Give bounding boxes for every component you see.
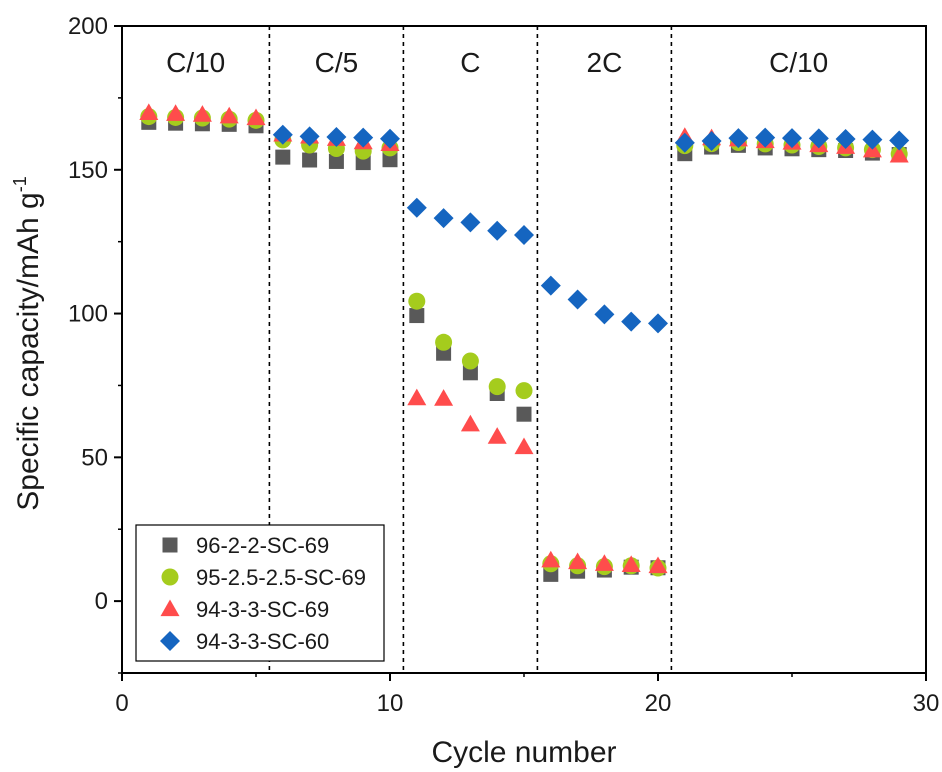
data-point-diamond <box>514 225 534 246</box>
data-point-triangle <box>621 555 641 573</box>
legend-marker-circle <box>161 568 179 586</box>
data-point-diamond <box>701 131 722 152</box>
legend-label: 95-2.5-2.5-SC-69 <box>196 565 366 590</box>
data-point-square <box>355 155 371 171</box>
axis-ticks: 0 10 20 30 0 50 100 150 200 <box>68 13 939 717</box>
series-4 <box>272 124 910 334</box>
series-2 <box>140 108 908 577</box>
legend-item: 96-2-2-SC-69 <box>162 533 329 558</box>
data-point-square <box>302 152 318 168</box>
data-point-diamond <box>889 130 910 151</box>
data-point-square <box>516 406 532 422</box>
y-axis-label: Specific capacity/mAh g-1 <box>10 176 45 511</box>
data-point-triangle <box>514 437 534 455</box>
data-point-square <box>409 308 425 324</box>
y-tick-label: 0 <box>95 588 108 615</box>
data-point-triangle <box>648 556 668 574</box>
data-point-diamond <box>808 128 829 149</box>
data-point-diamond <box>353 127 374 148</box>
data-point-triangle <box>407 388 427 406</box>
data-point-triangle <box>192 105 212 122</box>
data-point-circle <box>461 352 479 370</box>
region-labels: C/10 C/5 C 2C C/10 <box>166 47 828 78</box>
legend-marker-diamond <box>160 631 180 651</box>
data-point-square <box>328 153 344 169</box>
data-point-diamond <box>460 212 481 233</box>
data-point-diamond <box>782 128 802 149</box>
data-point-triangle <box>139 103 159 120</box>
legend-item: 94-3-3-SC-69 <box>160 597 329 622</box>
series-1 <box>141 114 907 582</box>
data-point-square <box>462 365 478 381</box>
data-points <box>139 103 910 582</box>
data-point-diamond <box>272 124 293 145</box>
data-point-circle <box>488 378 506 396</box>
legend: 96-2-2-SC-69 95-2.5-2.5-SC-69 94-3-3-SC-69… <box>135 524 385 662</box>
y-axis-label-text: Specific capacity/mAh g <box>12 192 45 510</box>
legend-label: 94-3-3-SC-69 <box>196 597 329 622</box>
data-point-square <box>382 152 398 168</box>
data-point-triangle <box>487 427 507 444</box>
legend-item: 95-2.5-2.5-SC-69 <box>161 565 366 590</box>
data-point-triangle <box>541 550 561 568</box>
legend-label: 94-3-3-SC-60 <box>196 629 329 654</box>
data-point-diamond <box>406 197 427 218</box>
data-point-diamond <box>648 313 668 334</box>
legend-marker-square <box>162 537 178 553</box>
data-point-diamond <box>540 275 561 296</box>
x-tick-label: 0 <box>115 690 128 717</box>
data-point-diamond <box>380 128 400 149</box>
data-point-triangle <box>460 414 480 432</box>
region-label: C <box>460 47 480 78</box>
series-3 <box>139 103 909 574</box>
data-point-diamond <box>594 304 615 325</box>
data-point-square <box>275 149 291 165</box>
legend-marker-triangle <box>160 599 180 617</box>
data-point-diamond <box>299 126 320 147</box>
y-tick-label: 200 <box>68 13 108 40</box>
y-tick-label: 150 <box>68 157 108 184</box>
data-point-diamond <box>621 311 642 332</box>
legend-label: 96-2-2-SC-69 <box>196 533 329 558</box>
y-tick-label: 50 <box>81 444 108 471</box>
x-tick-label: 10 <box>377 690 404 717</box>
data-point-diamond <box>487 220 508 241</box>
region-label: C/10 <box>166 47 225 78</box>
data-point-diamond <box>326 126 347 147</box>
x-axis-label: Cycle number <box>431 736 616 769</box>
data-point-triangle <box>219 106 239 124</box>
data-point-triangle <box>568 552 588 570</box>
data-point-circle <box>515 382 533 400</box>
data-point-triangle <box>246 108 266 126</box>
data-point-diamond <box>728 128 749 149</box>
data-point-diamond <box>567 289 588 310</box>
data-point-circle <box>408 292 426 310</box>
y-axis-label-superscript: -1 <box>10 176 30 192</box>
region-label: C/10 <box>769 47 828 78</box>
region-label: C/5 <box>315 47 359 78</box>
data-point-diamond <box>862 129 883 150</box>
data-point-triangle <box>594 554 614 571</box>
x-tick-label: 30 <box>913 690 940 717</box>
data-point-triangle <box>434 389 454 406</box>
data-point-circle <box>435 333 453 351</box>
data-point-diamond <box>835 129 856 150</box>
y-tick-label: 100 <box>68 301 108 328</box>
data-point-diamond <box>674 132 695 153</box>
legend-item: 94-3-3-SC-60 <box>160 629 329 654</box>
data-point-triangle <box>889 145 909 163</box>
data-point-triangle <box>166 104 186 121</box>
y-axis-label-group: Specific capacity/mAh g-1 <box>10 176 45 511</box>
x-tick-label: 20 <box>645 690 672 717</box>
data-point-diamond <box>755 127 776 148</box>
region-label: 2C <box>587 47 623 78</box>
data-point-diamond <box>433 208 454 229</box>
